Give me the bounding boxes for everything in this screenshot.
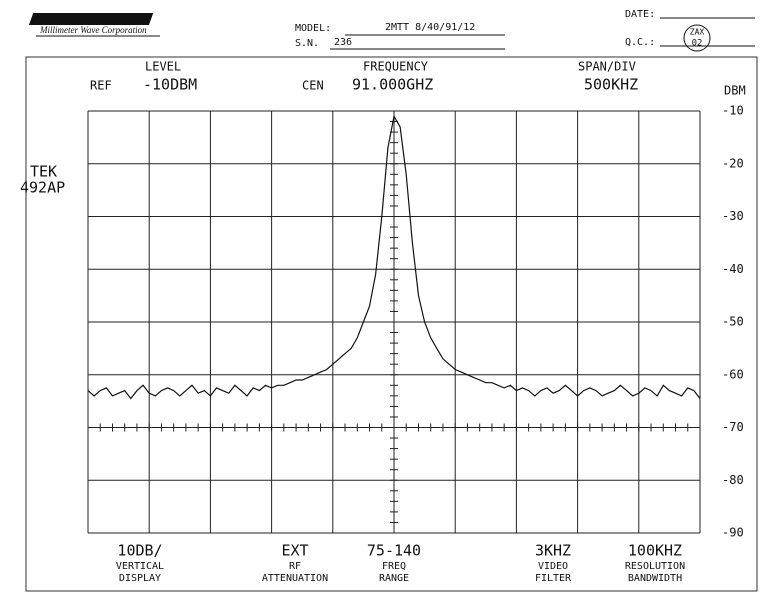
footer-value: 75-140 [367, 542, 421, 560]
footer-label: DISPLAY [119, 573, 161, 584]
footer-value: EXT [281, 542, 308, 560]
screen-frame [25, 56, 758, 592]
y-tick-label: -80 [722, 473, 744, 487]
frequency: 91.000GHZ [352, 76, 433, 94]
qc-stamp-text: 02 [692, 39, 703, 49]
qc-stamp-text: ZAX [690, 28, 705, 37]
span: 500KHZ [584, 76, 638, 94]
footer-label: RF [289, 561, 301, 572]
y-tick-label: -30 [722, 209, 744, 223]
qc-label: Q.C.: [625, 37, 655, 48]
instrument: 492AP [20, 179, 65, 197]
y-tick-label: -60 [722, 367, 744, 381]
date-label: DATE: [625, 9, 655, 20]
y-axis-label: DBM [724, 84, 746, 98]
footer-label: FREQ [382, 561, 406, 572]
model: 2MTT 8/40/91/12 [385, 22, 475, 33]
y-tick-label: -90 [722, 526, 744, 540]
cen-label: CEN [302, 79, 324, 93]
footer-value: 100KHZ [628, 542, 682, 560]
y-tick-label: -20 [722, 156, 744, 170]
ref-label: REF [90, 79, 112, 93]
sn-label: S.N. [295, 38, 319, 49]
frequency-label: FREQUENCY [363, 60, 429, 74]
footer-label: FILTER [535, 573, 572, 584]
qc-stamp [683, 24, 711, 52]
footer-label: VIDEO [538, 561, 568, 572]
logo-mark [28, 13, 154, 25]
level: -10DBM [143, 76, 197, 94]
span-label: SPAN/DIV [578, 60, 636, 74]
trace [87, 114, 701, 400]
y-tick-label: -40 [722, 262, 744, 276]
footer-value: 3KHZ [535, 542, 571, 560]
logo-text: Millimeter Wave Corporation [39, 25, 147, 35]
instrument: TEK [30, 163, 57, 181]
footer-label: ATTENUATION [262, 573, 328, 584]
y-tick-label: -50 [722, 315, 744, 329]
model-label: MODEL: [295, 23, 331, 34]
footer-label: VERTICAL [116, 561, 164, 572]
y-tick-label: -70 [722, 420, 744, 434]
sn: 236 [334, 37, 352, 48]
footer-label: BANDWIDTH [628, 573, 682, 584]
footer-label: RANGE [379, 573, 409, 584]
footer-label: RESOLUTION [625, 561, 685, 572]
footer-value: 10DB/ [117, 542, 162, 560]
level-label: LEVEL [145, 60, 181, 74]
y-tick-label: -10 [722, 104, 744, 118]
